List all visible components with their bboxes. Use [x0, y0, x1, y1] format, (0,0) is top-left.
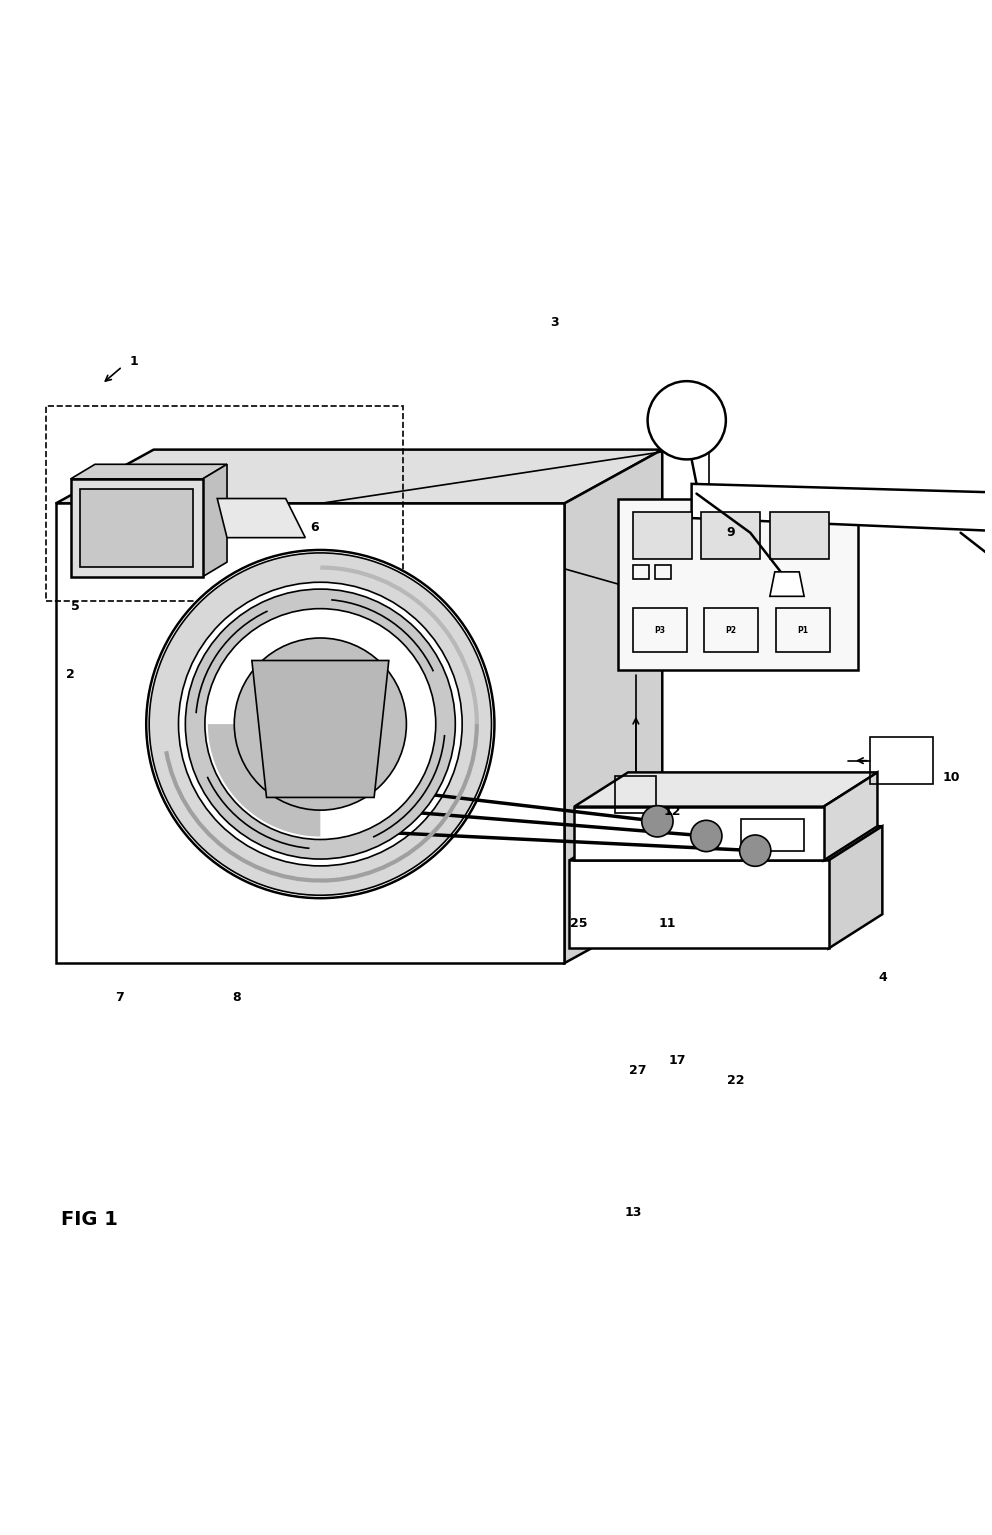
Bar: [740, 820, 805, 850]
Bar: [633, 608, 686, 652]
Circle shape: [234, 639, 407, 810]
Polygon shape: [691, 484, 992, 533]
Circle shape: [642, 806, 673, 837]
Polygon shape: [828, 826, 882, 949]
Circle shape: [648, 381, 726, 459]
Circle shape: [186, 589, 455, 860]
Text: 13: 13: [624, 1207, 642, 1219]
Circle shape: [179, 582, 462, 866]
Polygon shape: [569, 826, 882, 861]
Text: 4: 4: [878, 972, 887, 984]
Polygon shape: [217, 499, 306, 537]
Bar: [770, 513, 828, 559]
Text: 3: 3: [551, 316, 559, 328]
Circle shape: [205, 609, 435, 840]
Bar: [701, 513, 760, 559]
Polygon shape: [70, 464, 227, 479]
Bar: [870, 737, 933, 784]
Polygon shape: [208, 725, 320, 837]
Text: 2: 2: [66, 668, 75, 682]
Text: P3: P3: [655, 626, 666, 634]
Text: 22: 22: [727, 1074, 744, 1087]
Bar: [46, 405, 403, 602]
Bar: [618, 499, 858, 669]
Text: 9: 9: [726, 527, 735, 539]
Polygon shape: [770, 573, 805, 596]
Circle shape: [740, 835, 771, 866]
Text: 10: 10: [942, 771, 959, 784]
Circle shape: [149, 553, 491, 895]
Text: 8: 8: [232, 992, 241, 1004]
Circle shape: [690, 820, 722, 852]
Text: 5: 5: [71, 600, 79, 612]
Circle shape: [272, 675, 369, 774]
Polygon shape: [252, 660, 389, 797]
Text: P1: P1: [798, 626, 808, 634]
Bar: [56, 503, 564, 962]
Text: 17: 17: [669, 1055, 685, 1067]
Bar: [656, 565, 671, 579]
Text: 6: 6: [310, 522, 319, 534]
Text: 1: 1: [130, 355, 139, 368]
Text: 25: 25: [570, 918, 588, 930]
Bar: [574, 806, 823, 861]
Text: 27: 27: [629, 1064, 647, 1078]
Text: FIG 1: FIG 1: [61, 1210, 118, 1230]
Bar: [80, 488, 192, 566]
Bar: [569, 861, 828, 949]
Circle shape: [146, 550, 494, 898]
Text: 12: 12: [664, 804, 681, 818]
Bar: [615, 777, 657, 814]
Bar: [633, 513, 691, 559]
Text: 7: 7: [115, 992, 124, 1004]
Text: 11: 11: [659, 918, 676, 930]
Bar: [70, 479, 202, 577]
Bar: [776, 608, 829, 652]
Polygon shape: [564, 450, 663, 962]
Bar: [704, 608, 758, 652]
Polygon shape: [202, 464, 227, 577]
Polygon shape: [56, 450, 663, 503]
Polygon shape: [574, 772, 878, 806]
Bar: [633, 565, 649, 579]
Polygon shape: [823, 772, 878, 861]
Text: P2: P2: [726, 626, 737, 634]
